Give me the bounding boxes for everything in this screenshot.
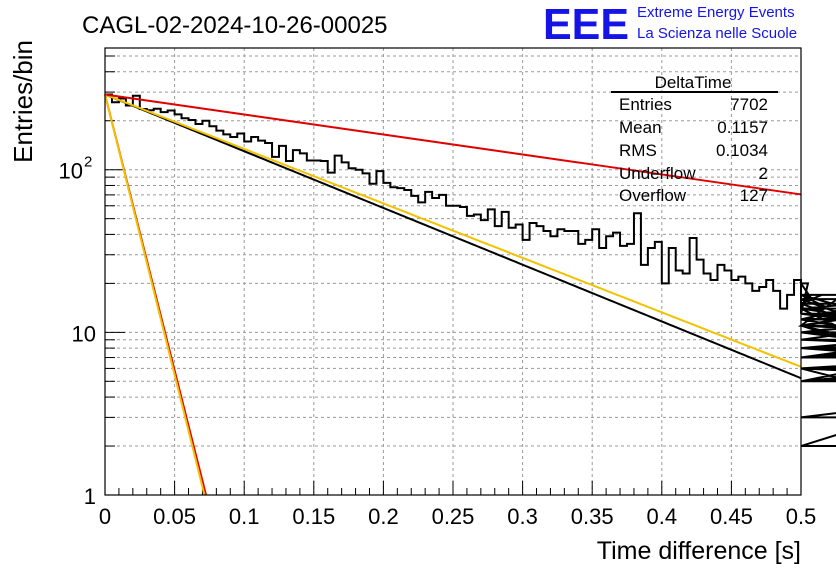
x-tick-labels: 0 0.05 0.1 0.15 0.2 0.25 0.3 0.35 0.4 0.45 0.5: [99, 504, 816, 529]
stats-title: DeltaTime: [655, 73, 732, 92]
histogram-outline: [105, 93, 836, 448]
y-tick-label: 1: [84, 484, 96, 509]
stats-overflow-value: 127: [740, 186, 768, 205]
x-tick-label: 0: [99, 504, 111, 529]
x-tick-label: 0.5: [786, 504, 817, 529]
stats-underflow-label: Underflow: [619, 164, 696, 183]
x-tick-label: 0.45: [710, 504, 753, 529]
plot-frame: [104, 47, 802, 496]
logo-line-1: Extreme Energy Events: [637, 4, 795, 21]
x-tick-label: 0.25: [432, 504, 475, 529]
y-axis-title: Entries/bin: [8, 40, 38, 163]
stats-mean-value: 0.1157: [717, 118, 768, 137]
y-tick-label: 10: [59, 159, 83, 184]
stats-entries-label: Entries: [619, 95, 672, 114]
stats-rms-label: RMS: [619, 141, 657, 160]
stats-box: DeltaTime Entries 7702 Mean 0.1157 RMS 0…: [611, 73, 778, 205]
y-tick-exponent: 2: [84, 154, 92, 171]
fit-curve: [104, 93, 802, 380]
x-tick-label: 0.1: [229, 504, 260, 529]
eee-logo: EEE: [543, 0, 629, 49]
x-tick-label: 0.4: [647, 504, 678, 529]
x-tick-label: 0.05: [153, 504, 196, 529]
stats-rms-value: 0.1034: [716, 141, 768, 160]
fit-curve: [104, 93, 802, 368]
fit-curves: [104, 93, 802, 496]
fit-curve: [104, 94, 206, 496]
x-axis-title: Time difference [s]: [597, 537, 801, 565]
x-tick-label: 0.2: [368, 504, 399, 529]
logo-line-2: La Scienza nelle Scuole: [637, 25, 797, 42]
histogram-bars: [105, 93, 836, 448]
stats-entries-value: 7702: [730, 95, 768, 114]
stats-overflow-label: Overflow: [619, 186, 687, 205]
chart-title: CAGL-02-2024-10-26-00025: [82, 12, 388, 39]
x-tick-label: 0.3: [507, 504, 538, 529]
fit-curve: [104, 93, 802, 196]
y-tick-label: 10: [72, 321, 96, 346]
stats-mean-label: Mean: [619, 118, 662, 137]
stats-underflow-value: 2: [759, 164, 768, 183]
x-tick-label: 0.15: [292, 504, 335, 529]
grid-lines: [105, 48, 801, 495]
x-tick-label: 0.35: [571, 504, 614, 529]
